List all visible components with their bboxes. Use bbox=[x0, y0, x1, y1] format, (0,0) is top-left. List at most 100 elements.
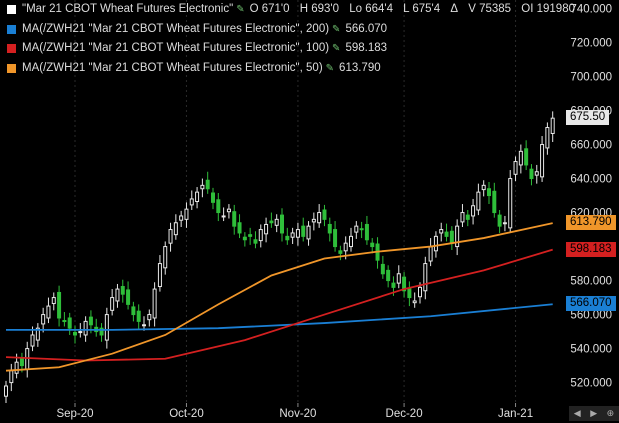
x-tick-label: Nov-20 bbox=[279, 408, 316, 420]
candle-body bbox=[274, 218, 279, 226]
candle-body bbox=[428, 246, 433, 262]
candle-body bbox=[57, 291, 62, 319]
candle-body bbox=[354, 225, 359, 233]
candle-body bbox=[126, 289, 131, 305]
candle-body bbox=[19, 357, 24, 367]
candle-body bbox=[136, 310, 141, 322]
x-tick-label: Sep-20 bbox=[56, 408, 93, 420]
candle-body bbox=[205, 179, 210, 190]
candle-body bbox=[104, 314, 109, 341]
y-tick-label: 640.000 bbox=[570, 174, 612, 186]
candle-body bbox=[524, 148, 529, 166]
candle-body bbox=[407, 287, 412, 299]
candle-body bbox=[258, 229, 263, 242]
legend-label-ma50: MA(/ZWH21 "Mar 21 CBOT Wheat Futures Ele… bbox=[22, 61, 323, 74]
y-tick-label: 700.000 bbox=[570, 72, 612, 84]
candle-body bbox=[147, 314, 152, 321]
pencil-icon[interactable]: ✎ bbox=[332, 23, 341, 35]
candle-body bbox=[4, 385, 8, 397]
candle-body bbox=[327, 223, 332, 234]
zoom-icon[interactable]: ⊕ bbox=[606, 408, 615, 418]
candle-body bbox=[157, 263, 162, 288]
candle-body bbox=[439, 229, 444, 234]
y-tick-label: 720.000 bbox=[570, 38, 612, 50]
candle-body bbox=[359, 228, 364, 231]
chart-navigation: ◀ ▶ ⊕ bbox=[569, 406, 619, 421]
candle-body bbox=[423, 263, 428, 292]
candle-body bbox=[237, 222, 242, 234]
candle-body bbox=[391, 282, 396, 288]
last-price-tag: 675.50 bbox=[566, 110, 610, 126]
legend-label-price: "Mar 21 CBOT Wheat Futures Electronic" bbox=[22, 3, 234, 15]
legend-value-ma100: 598.183 bbox=[345, 42, 388, 54]
candle-body bbox=[195, 191, 200, 202]
candle-body bbox=[338, 250, 343, 254]
candle-body bbox=[168, 229, 173, 244]
pencil-icon[interactable]: ✎ bbox=[236, 4, 245, 15]
candle-body bbox=[211, 192, 215, 203]
candle-body bbox=[487, 188, 491, 197]
candle-body bbox=[131, 306, 136, 316]
candle-body bbox=[83, 320, 88, 336]
candle-body bbox=[545, 127, 550, 149]
candle-body bbox=[370, 242, 375, 248]
candle-body bbox=[226, 208, 231, 213]
y-tick-label: 540.000 bbox=[570, 344, 612, 356]
candle-body bbox=[333, 229, 338, 248]
candle-body bbox=[449, 230, 454, 244]
legend-swatch-ma50 bbox=[7, 63, 16, 73]
candle-body bbox=[280, 214, 284, 234]
candle-body bbox=[9, 370, 14, 384]
y-tick-label: 660.000 bbox=[570, 140, 612, 152]
candle-body bbox=[518, 150, 523, 166]
ma100-price-tag: 598.183 bbox=[566, 241, 616, 257]
candle-body bbox=[51, 297, 56, 305]
candle-body bbox=[253, 239, 258, 244]
candle-body bbox=[433, 235, 438, 252]
candle-body bbox=[120, 286, 125, 295]
legend-row-ma50: MA(/ZWH21 "Mar 21 CBOT Wheat Futures Ele… bbox=[0, 59, 582, 79]
ma200-price-tag: 566.070 bbox=[566, 296, 616, 312]
candle-body bbox=[550, 117, 555, 134]
candle-body bbox=[163, 246, 168, 269]
candle-body bbox=[444, 231, 449, 237]
candle-body bbox=[301, 225, 306, 237]
pencil-icon[interactable]: ✎ bbox=[325, 62, 335, 74]
candle-body bbox=[540, 144, 545, 178]
candle-body bbox=[502, 222, 507, 225]
candle-body bbox=[317, 212, 322, 224]
candle-body bbox=[115, 288, 120, 302]
pencil-icon[interactable]: ✎ bbox=[332, 43, 341, 54]
candle-body bbox=[14, 361, 19, 374]
candle-body bbox=[364, 223, 369, 241]
ma100-line bbox=[5, 248, 553, 362]
candle-body bbox=[508, 178, 513, 229]
forward-icon[interactable]: ▶ bbox=[590, 408, 598, 418]
ma200-line bbox=[6, 303, 553, 331]
candle-body bbox=[380, 263, 385, 275]
legend-ohlc: O 671'0 H 693'0 Lo 664'4 L 675'4 Δ V 753… bbox=[250, 0, 582, 20]
x-tick-label: Jan-21 bbox=[498, 408, 533, 420]
candle-body bbox=[285, 235, 290, 241]
candle-body bbox=[513, 161, 518, 175]
candle-body bbox=[221, 215, 226, 218]
legend-swatch-price bbox=[7, 5, 16, 15]
back-icon[interactable]: ◀ bbox=[573, 408, 581, 418]
low-value: Lo 664'4 bbox=[349, 3, 393, 15]
candle-body bbox=[529, 168, 534, 180]
candle-body bbox=[99, 327, 104, 336]
candle-body bbox=[41, 314, 46, 325]
legend-value-ma50: 613.790 bbox=[339, 61, 381, 74]
candle-body bbox=[248, 234, 253, 237]
candle-body bbox=[311, 218, 316, 223]
candle-body bbox=[455, 225, 460, 248]
candle-body bbox=[200, 184, 205, 190]
candle-body bbox=[173, 222, 178, 236]
candle-body bbox=[232, 211, 237, 227]
candle-body bbox=[62, 320, 67, 323]
delta-value: Δ bbox=[450, 3, 459, 15]
candle-body bbox=[179, 215, 184, 221]
legend-row-ma200: MA(/ZWH21 "Mar 21 CBOT Wheat Futures Ele… bbox=[0, 20, 582, 40]
candle-body bbox=[497, 214, 502, 227]
